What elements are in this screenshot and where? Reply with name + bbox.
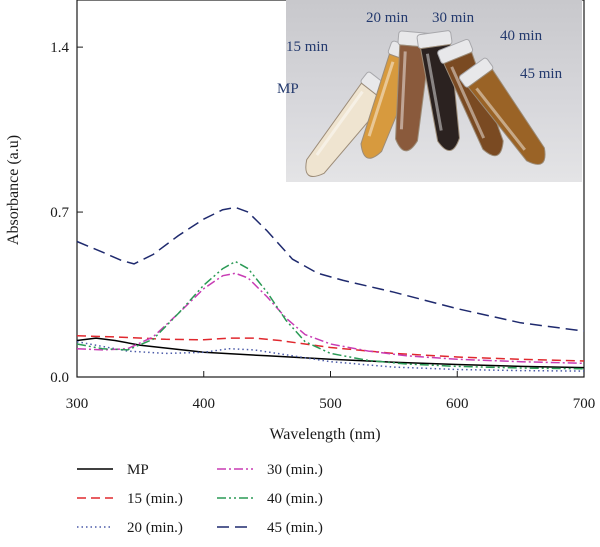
tube-2	[395, 30, 434, 152]
series-line-4	[76, 260, 585, 370]
photo-label-45min: 45 min	[520, 66, 563, 82]
tube-body	[395, 44, 431, 152]
legend-label-3: 30 (min.)	[267, 462, 323, 478]
tube-highlight	[425, 53, 443, 131]
tube-highlight	[315, 90, 364, 156]
x-tick-label: 300	[66, 396, 89, 412]
series-line-5	[76, 206, 585, 332]
x-tick-label: 400	[193, 396, 216, 412]
series-line-3	[76, 272, 585, 365]
y-tick-label: 0.7	[50, 205, 69, 221]
y-tick-label: 0.0	[50, 370, 69, 386]
legend-label-0: MP	[127, 462, 149, 478]
x-axis-title: Wavelength (nm)	[269, 426, 380, 443]
tube-body	[443, 51, 504, 157]
photo-label-mp: MP	[277, 81, 299, 97]
x-axis-ticks: 300 400 500 600 700	[66, 371, 596, 412]
y-tick-label: 1.4	[50, 40, 69, 56]
tube-group	[305, 30, 546, 177]
photo-label-40min: 40 min	[500, 28, 543, 44]
x-tick-label: 600	[446, 396, 469, 412]
x-tick-label: 500	[319, 396, 342, 412]
photo-label-20min: 20 min	[366, 10, 409, 26]
series-line-0	[76, 337, 585, 369]
legend-label-1: 15 (min.)	[127, 491, 183, 507]
legend: MP 15 (min.) 20 (min.) 30 (min.) 40 (min.) 45…	[77, 462, 323, 536]
tube-highlight	[475, 87, 526, 151]
x-tick-label: 700	[573, 396, 596, 412]
series-line-2	[76, 340, 585, 372]
legend-label-4: 40 (min.)	[267, 491, 323, 507]
tube-body	[305, 82, 386, 177]
photo-label-30min: 30 min	[432, 10, 475, 26]
inset-photo: MP 15 min 20 min 30 min 40 min 45 min	[277, 0, 582, 182]
series-line-1	[76, 335, 585, 362]
y-axis-ticks: 0.0 0.7 1.4	[50, 40, 83, 386]
tube-highlight	[367, 61, 395, 137]
legend-label-2: 20 (min.)	[127, 520, 183, 536]
tube-highlight	[450, 66, 486, 139]
tube-5	[458, 57, 546, 165]
tube-4	[437, 38, 504, 157]
series-layer	[76, 206, 585, 372]
y-axis-title: Absorbance (a.u)	[5, 135, 22, 245]
tube-highlight	[399, 51, 407, 130]
tube-body	[467, 68, 546, 165]
legend-label-5: 45 (min.)	[267, 520, 323, 536]
photo-label-15min: 15 min	[286, 39, 329, 55]
